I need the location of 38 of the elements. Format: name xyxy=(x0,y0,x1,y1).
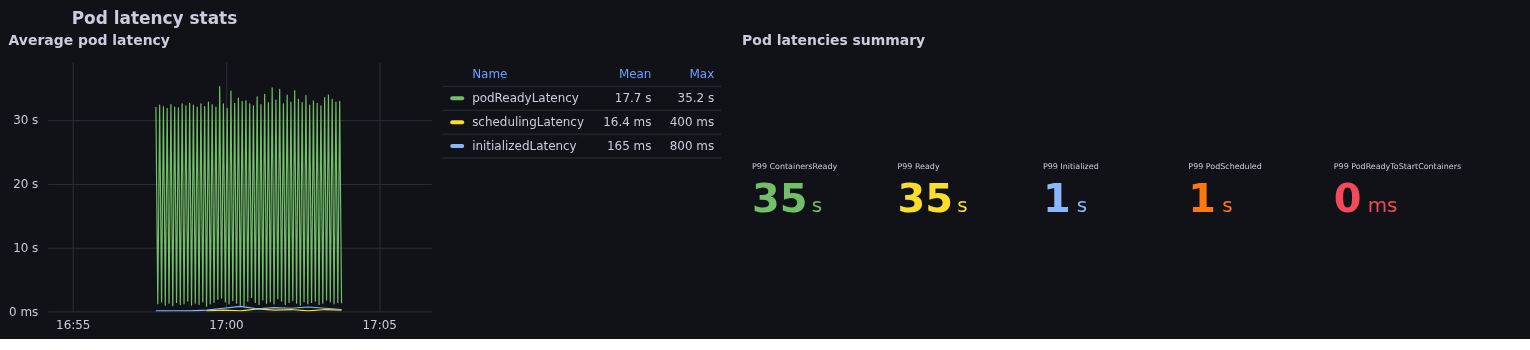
category-label: P99 PodReadyToStartContainers xyxy=(1333,162,1462,171)
data-label: 35 xyxy=(897,174,953,221)
text: ms xyxy=(1367,193,1398,217)
y-tick-label: 0 ms xyxy=(9,304,39,319)
legend-label: initializedLatency xyxy=(472,139,577,154)
text: s xyxy=(811,193,823,217)
category-label: P99 ContainersReady xyxy=(752,162,838,171)
chart-title: Average pod latency xyxy=(8,32,170,49)
x-tick-label: 17:00 xyxy=(209,317,244,332)
y-tick-label: 10 s xyxy=(13,241,39,256)
text: Mean xyxy=(618,67,652,82)
text: 17.7 s xyxy=(614,91,652,106)
line-series xyxy=(155,86,343,307)
data-label: 1 xyxy=(1188,174,1217,221)
data-label: 35 xyxy=(752,174,808,221)
text: Pod latencies summary xyxy=(742,32,926,49)
category-label: P99 PodScheduled xyxy=(1188,162,1262,171)
y-tick-label: 30 s xyxy=(13,113,39,128)
text: s xyxy=(1076,193,1088,217)
text: 800 ms xyxy=(669,139,715,154)
text: 400 ms xyxy=(669,115,715,130)
x-tick-label: 17:05 xyxy=(362,317,397,332)
data-label: 0 xyxy=(1333,174,1362,221)
y-tick-label: 20 s xyxy=(13,177,39,192)
text: 165 ms xyxy=(607,139,652,154)
category-label: P99 Ready xyxy=(897,162,940,171)
category-label: P99 Initialized xyxy=(1042,162,1099,171)
text: 35.2 s xyxy=(677,91,715,106)
legend-label: schedulingLatency xyxy=(472,115,584,130)
text: Pod latency stats xyxy=(71,7,238,28)
text: 16.4 ms xyxy=(603,115,652,130)
text: Name xyxy=(472,67,508,82)
x-tick-label: 16:55 xyxy=(56,317,91,332)
text: Max xyxy=(689,67,715,82)
legend-label: podReadyLatency xyxy=(472,91,579,106)
data-label: 1 xyxy=(1042,174,1071,221)
text: s xyxy=(957,193,968,217)
text: s xyxy=(1222,193,1233,217)
